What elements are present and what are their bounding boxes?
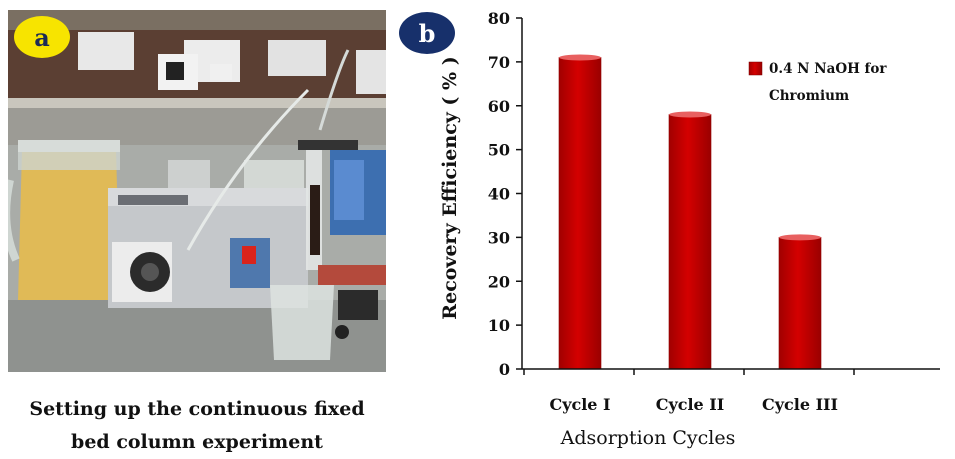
- photo-caption: Setting up the continuous fixed bed colu…: [0, 393, 394, 459]
- y-tick-label: 30: [488, 228, 510, 247]
- y-tick-label: 60: [488, 97, 510, 116]
- bar-1: [558, 57, 602, 370]
- legend-swatch: [748, 61, 763, 76]
- caption-line-2: bed column experiment: [71, 431, 323, 453]
- legend-label-line-1: 0.4 N NaOH for: [769, 61, 887, 77]
- x-tick-label: Cycle II: [656, 395, 725, 414]
- panel-b-letter: b: [418, 18, 436, 48]
- panel-a-badge: a: [14, 16, 70, 58]
- bar-2: [668, 114, 712, 370]
- y-tick-label: 80: [488, 9, 510, 28]
- panel-b-badge: b: [399, 12, 455, 54]
- y-axis-label: Recovery Efficiency ( % ): [439, 56, 461, 319]
- y-tick-label: 70: [488, 53, 510, 72]
- x-axis: Cycle I Cycle II Cycle III: [522, 368, 940, 414]
- lab-setup-photo: [8, 10, 386, 372]
- bar-top-1: [559, 54, 601, 61]
- y-tick-label: 40: [488, 185, 510, 204]
- y-tick-label: 20: [488, 272, 510, 291]
- bar-top-2: [669, 111, 711, 118]
- x-tick-label: Cycle I: [549, 395, 610, 414]
- y-tick-label: 50: [488, 141, 510, 160]
- x-tick-label: Cycle III: [762, 395, 838, 414]
- legend: 0.4 N NaOH for Chromium: [748, 61, 887, 104]
- bar-top-3: [779, 234, 821, 241]
- caption-line-1: Setting up the continuous fixed: [29, 398, 365, 420]
- bar-3: [778, 237, 822, 370]
- y-tick-label: 0: [499, 360, 510, 379]
- bars: [558, 54, 822, 370]
- legend-label-line-2: Chromium: [769, 88, 849, 104]
- y-axis: 0 10 20 30 40 50 60 70 80: [488, 9, 523, 379]
- panel-a-letter: a: [34, 22, 50, 52]
- x-axis-label: Adsorption Cycles: [560, 427, 736, 449]
- y-tick-label: 10: [488, 316, 510, 335]
